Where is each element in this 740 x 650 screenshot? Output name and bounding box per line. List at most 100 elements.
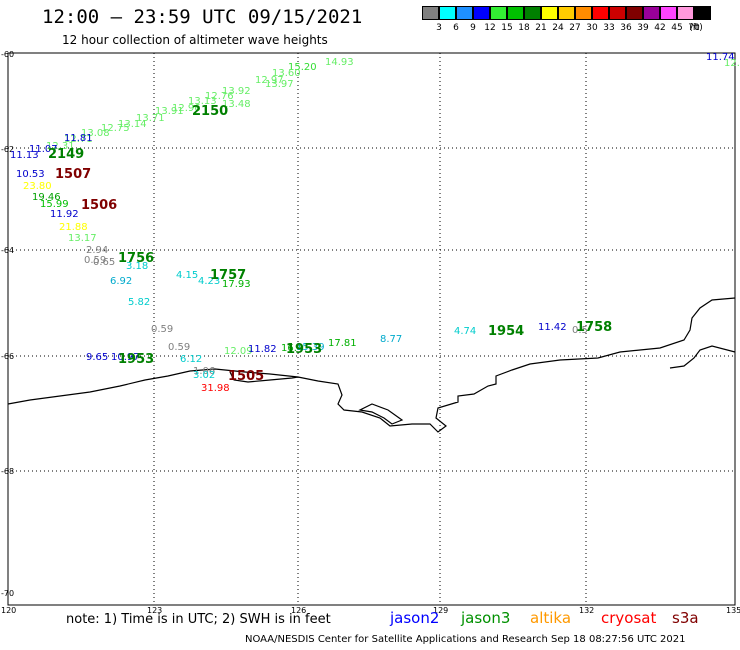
lat-tick-62: -62 [1,145,15,154]
lon-tick-129: 129 [433,606,449,615]
wave-height-value: 2.94 [86,245,109,256]
pass-time-label: 1953 [118,352,155,367]
colorbar-swatch [490,6,507,20]
wave-height-value: 6.92 [110,276,133,287]
chart-title: 12:00 – 23:59 UTC 09/15/2021 [42,6,363,28]
wave-height-value: 13.97 [265,79,294,90]
wave-height-value: 9.65 [86,352,109,363]
colorbar-label: 12 [484,23,496,33]
wave-height-value: 1.06 [193,366,216,377]
wave-height-value: 11.92 [50,209,79,220]
colorbar-swatch [694,6,711,20]
colorbar-label: 6 [453,23,459,33]
colorbar-label: 18 [518,23,530,33]
wave-height-value: 19.46 [32,192,61,203]
colorbar-label: 36 [620,23,632,33]
colorbar-label: 39 [637,23,649,33]
lon-tick-126: 126 [291,606,307,615]
wave-height-value: 4.15 [176,270,199,281]
colorbar-swatch [643,6,660,20]
wave-height-value: 5.82 [128,297,151,308]
pass-time-label: 1757 [210,268,247,283]
colorbar-swatch [660,6,677,20]
colorbar-label: 21 [535,23,547,33]
wave-height-value: 13.17 [68,233,97,244]
lon-tick-123: 123 [147,606,163,615]
graticule [8,53,735,605]
wave-height-value: 11.74 [706,52,735,63]
pass-time-label: 1507 [55,167,92,182]
lat-tick-66: -66 [1,352,15,361]
wave-height-value: 23.80 [23,181,52,192]
colorbar-swatch [541,6,558,20]
colorbar-swatch [507,6,524,20]
colorbar-label: 24 [552,23,564,33]
pass-time-label: 1758 [576,320,613,335]
lon-tick-120: 120 [1,606,17,615]
wave-height-value: 12.97 [255,75,284,86]
colorbar-swatch [626,6,643,20]
wave-height-value: 12.7 [724,58,740,69]
colorbar-swatch [473,6,490,20]
wave-height-value: 11.81 [64,133,93,144]
pass-time-label: 2149 [48,147,85,162]
map-frame [7,52,736,606]
pass-time-label: 1506 [81,198,118,213]
wave-height-value: 13.08 [81,128,110,139]
colorbar-unit: (ft) [689,23,703,33]
wave-height-value: 8.77 [380,334,403,345]
wave-height-value: 15.20 [288,62,317,73]
lat-tick-68: -68 [1,467,15,476]
colorbar-swatch [524,6,541,20]
wave-height-value: 12.76 [205,91,234,102]
colorbar-label: 9 [470,23,476,33]
wave-height-value: 11.42 [538,322,567,333]
wave-height-value: 21.88 [59,222,88,233]
colorbar-label: 42 [654,23,666,33]
lat-tick-70: -70 [1,589,15,598]
wave-height-value: 13.71 [136,113,165,124]
wave-height-value: 15.99 [40,199,69,210]
wave-height-value: 13.91 [155,106,184,117]
lat-tick-64: -64 [1,246,15,255]
pass-time-label: 1505 [228,369,265,384]
wave-height-value: 12.75 [101,123,130,134]
colorbar-label: 33 [603,23,615,33]
wave-height-value: 12.96 [172,103,201,114]
wave-height-value: 12.71 [64,134,93,145]
legend-jason2: jason2 [390,609,440,627]
colorbar-label: 3 [436,23,442,33]
footnote: note: 1) Time is in UTC; 2) SWH is in fe… [66,612,331,627]
wave-height-value: 0.59 [168,342,191,353]
colorbar-label: 45 [671,23,683,33]
wave-height-value: 6.12 [180,354,203,365]
colorbar-swatch [677,6,694,20]
wave-height-value: 4.23 [198,276,221,287]
wave-height-value: 0.59 [151,324,174,335]
antarctic-coastline [7,297,736,433]
wave-height-value: 12.09 [224,346,253,357]
lat-tick-60: -60 [1,50,15,59]
pass-time-label: 1954 [488,324,525,339]
wave-height-value: 17.93 [222,279,251,290]
legend-altika: altika [530,609,572,627]
colorbar-swatch [456,6,473,20]
pass-time-label: 1953 [286,342,323,357]
chart-subtitle: 12 hour collection of altimeter wave hei… [62,33,328,47]
wave-height-value: 13.48 [222,99,251,110]
wave-height-value: 11.07 [29,144,58,155]
wave-height-value: 13.13 [188,96,217,107]
wave-height-value: 11.82 [248,344,277,355]
wave-height-value: 10.53 [16,169,45,180]
lon-tick-132: 132 [579,606,595,615]
colorbar-swatch [558,6,575,20]
wave-height-value: 0.65 [93,257,116,268]
pass-time-label: 2150 [192,104,229,119]
colorbar-swatch [609,6,626,20]
credit-line: NOAA/NESDIS Center for Satellite Applica… [245,634,686,645]
colorbar-swatch [422,6,439,20]
colorbar-label: 27 [569,23,581,33]
wave-height-value: 16.4 [281,343,304,354]
colorbar-swatch [592,6,609,20]
